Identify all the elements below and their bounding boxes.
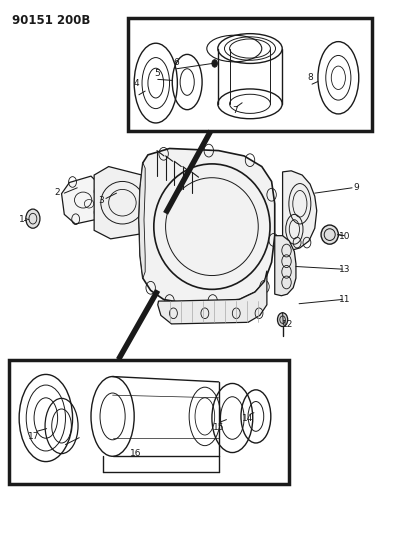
Text: 3: 3 <box>98 196 104 205</box>
Polygon shape <box>275 236 296 296</box>
Text: 90151 200B: 90151 200B <box>13 14 91 27</box>
Text: 7: 7 <box>232 106 238 115</box>
Circle shape <box>26 209 40 228</box>
Polygon shape <box>61 176 102 224</box>
Polygon shape <box>139 149 275 303</box>
Polygon shape <box>282 171 317 251</box>
Text: 10: 10 <box>338 232 350 241</box>
Text: 4: 4 <box>133 78 139 87</box>
Text: 13: 13 <box>338 265 350 273</box>
Text: 14: 14 <box>242 414 254 423</box>
Polygon shape <box>139 163 145 278</box>
Text: 9: 9 <box>353 183 359 192</box>
Ellipse shape <box>321 225 338 244</box>
Text: 5: 5 <box>154 69 160 78</box>
Circle shape <box>212 60 217 67</box>
Bar <box>128 18 372 131</box>
Text: 17: 17 <box>28 432 40 441</box>
Text: 15: 15 <box>213 423 224 432</box>
Bar <box>9 360 289 484</box>
Polygon shape <box>94 166 152 239</box>
Text: 6: 6 <box>174 59 179 67</box>
Polygon shape <box>158 271 267 324</box>
Text: 1: 1 <box>19 215 25 224</box>
Text: 8: 8 <box>307 73 313 82</box>
Text: 12: 12 <box>282 320 293 329</box>
Text: 16: 16 <box>130 449 142 458</box>
Circle shape <box>277 313 288 327</box>
Text: 2: 2 <box>55 188 60 197</box>
Text: 11: 11 <box>338 295 350 304</box>
